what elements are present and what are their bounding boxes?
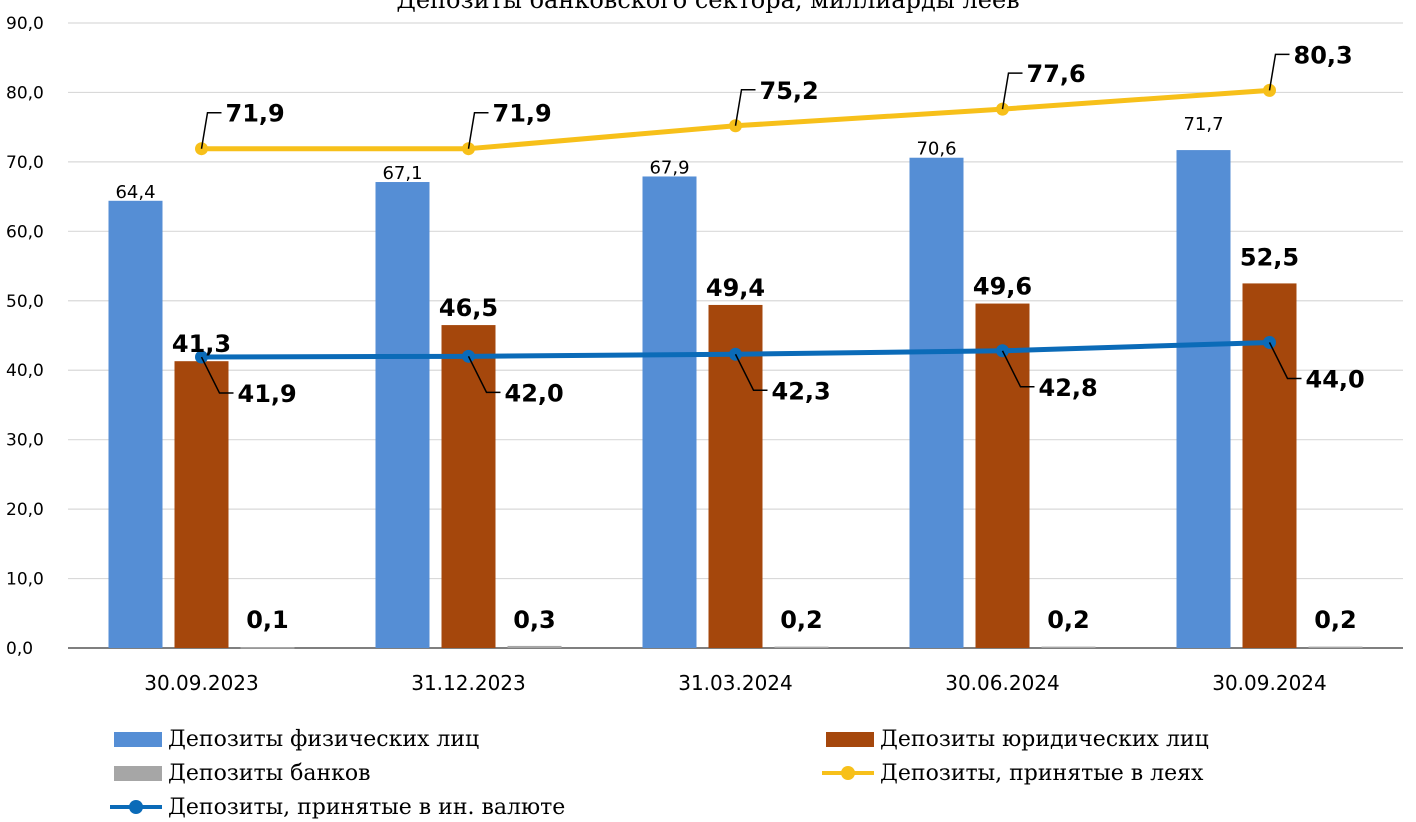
line-data-label: 75,2 [760,77,819,105]
bar [708,304,763,648]
bar-data-label: 71,7 [1183,114,1223,135]
bar-data-label: 0,2 [1314,606,1357,634]
y-tick-label: 20,0 [6,500,44,520]
y-tick-label: 10,0 [6,570,44,590]
y-tick-label: 40,0 [6,361,44,381]
leader-line [1001,72,1023,110]
data-labels: 64,4 67,1 67,9 70,6 71,7 41,3 46,5 49,4 49,6 52,5… [115,41,1364,634]
leader-line [467,111,489,149]
bar [642,176,697,648]
legend-item-banks: Депозиты банков [114,758,371,788]
y-tick-label: 30,0 [6,431,44,451]
bar-data-label: 67,9 [649,157,689,178]
line-data-label: 42,8 [1039,374,1098,402]
bar-data-label: 0,3 [513,606,556,634]
leader-line [200,111,222,149]
legend-item-legal-entities: Депозиты юридических лиц [826,724,1209,754]
legend-label-lei: Депозиты, принятые в леях [880,760,1204,786]
line-data-label: 44,0 [1306,365,1365,393]
y-tick-label: 50,0 [6,292,44,312]
legend-swatch-lei [822,766,874,780]
bar [909,157,964,648]
leader-line [200,356,234,394]
y-tick-label: 80,0 [6,83,44,103]
bar-data-label: 64,4 [115,182,155,203]
leader-line [1001,350,1035,388]
bar-data-label: 49,4 [706,274,765,302]
bar [1308,646,1363,648]
leader-line [467,355,501,394]
line-data-label: 42,0 [505,379,564,407]
legend-label-legal-entities: Депозиты юридических лиц [880,726,1209,752]
legend-swatch-legal-entities [826,731,874,747]
line-data-label: 41,9 [238,380,297,408]
legend-label-individuals: Депозиты физических лиц [168,726,480,752]
x-axis: 30.09.2023 31.12.2023 31.03.2024 30.06.2024… [144,671,1327,695]
line-data-label: 71,9 [226,100,285,128]
x-tick-label: 30.06.2024 [945,671,1060,695]
bar-data-label: 52,5 [1240,243,1299,271]
y-tick-label: 0,0 [6,639,33,659]
bar [1176,150,1231,649]
legend-item-lei: Депозиты, принятые в леях [822,758,1203,788]
bar [1041,646,1096,648]
bar-data-label: 49,6 [973,273,1032,301]
x-tick-label: 30.09.2024 [1212,671,1327,695]
line-data-label: 77,6 [1027,60,1086,88]
x-tick-label: 30.09.2023 [144,671,259,695]
legend-label-banks: Депозиты банков [168,760,371,786]
y-tick-label: 90,0 [6,14,44,34]
bar-data-label: 70,6 [916,139,956,160]
line-data-label: 71,9 [493,100,552,128]
legend-item-individuals: Депозиты физических лиц [114,724,479,754]
y-axis-ticks: 0,0 10,0 20,0 30,0 40,0 50,0 60,0 70,0 80,0 90,0 [6,14,44,659]
bar [507,645,562,648]
legend-swatch-banks [114,765,162,781]
line-data-label: 42,3 [772,377,831,405]
legend-label-foreign-currency: Депозиты, принятые в ин. валюте [168,794,566,820]
bar [441,325,496,648]
legend-item-foreign-currency: Депозиты, принятые в ин. валюте [110,792,565,822]
bar-data-label: 0,2 [780,606,823,634]
bar [240,647,295,649]
x-tick-label: 31.03.2024 [678,671,793,695]
bar-data-label: 41,3 [172,330,231,358]
y-tick-label: 70,0 [6,153,44,173]
bar [774,646,829,648]
bar [108,200,163,648]
line-data-label: 80,3 [1294,41,1353,69]
bar-data-label: 46,5 [439,294,498,322]
bar [375,182,430,648]
bar [174,361,229,648]
bar-data-label: 0,2 [1047,606,1090,634]
bar-data-label: 0,1 [246,606,289,634]
legend-swatch-individuals [114,731,162,747]
leader-line [734,353,768,391]
chart-title: Депозиты банковского сектора, миллиарды … [396,0,1020,14]
bar-data-label: 67,1 [382,163,422,184]
leader-line [734,89,756,126]
leader-line [1268,342,1302,380]
leader-line [1268,53,1290,91]
y-tick-label: 60,0 [6,222,44,242]
legend-swatch-foreign-currency [110,800,162,814]
bar [975,303,1030,648]
x-tick-label: 31.12.2023 [411,671,526,695]
